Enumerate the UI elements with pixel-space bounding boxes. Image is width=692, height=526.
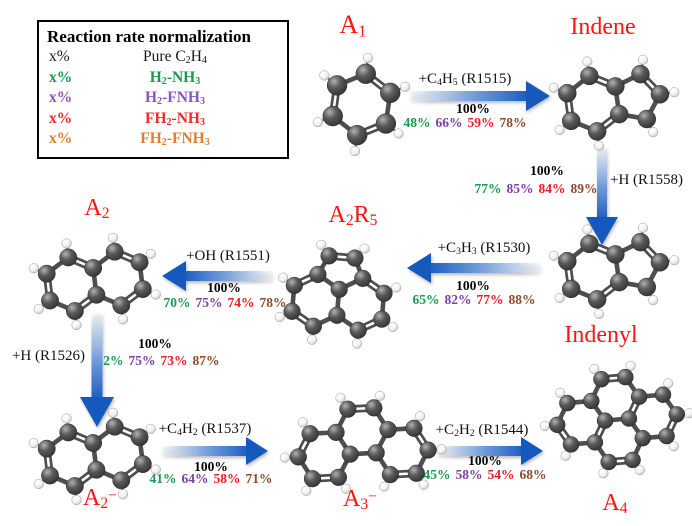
pct-value: 85% — [506, 181, 534, 196]
molecule-indene-indene — [548, 54, 680, 152]
pct-value: 58% — [213, 471, 241, 486]
legend-box: Reaction rate normalization x% Pure C2H4 x… — [37, 20, 289, 159]
pct-value: 48% — [403, 115, 431, 130]
species-label-a4: A4 — [602, 490, 628, 518]
legend-x-pct: x% — [49, 109, 73, 127]
species-label-a2r5: A2R5 — [328, 202, 378, 230]
molecule-indenyl-indenyl — [548, 222, 680, 320]
legend-x-pct: x% — [49, 48, 70, 66]
legend-row: x% FH2-FNH3 — [39, 129, 287, 150]
pct-value: 84% — [538, 181, 566, 196]
legend-x-pct: x% — [49, 130, 73, 148]
species-label-indene: Indene — [570, 14, 636, 40]
pct-value: 78% — [259, 295, 287, 310]
species-label-indenyl: Indenyl — [564, 322, 638, 348]
legend-mixture-name: Pure C2H4 — [143, 48, 207, 67]
legend-x-pct: x% — [49, 68, 73, 86]
reaction-base-r1526: 100% — [138, 336, 172, 351]
reaction-arrow-r1537 — [162, 437, 268, 465]
reaction-arrow-r1515 — [410, 81, 550, 111]
legend-mixture-name: H2-FNH3 — [144, 89, 205, 108]
reaction-pcts-r1515: 48% 66% 59% 78% — [404, 115, 527, 131]
reaction-pcts-r1544: 45% 58% 54% 68% — [424, 467, 547, 483]
pct-value: 77% — [474, 181, 502, 196]
molecule-pyrene-a4 — [539, 361, 692, 479]
reaction-label-r1558: +H (R1558) — [610, 172, 684, 188]
pct-value: 58% — [455, 467, 483, 482]
reaction-label-r1551: +OH (R1551) — [186, 248, 270, 264]
reaction-base-r1551: 100% — [207, 280, 241, 295]
species-label-a1: A1 — [339, 10, 367, 41]
pct-value: 66% — [435, 115, 463, 130]
reaction-arrow-r1558 — [586, 147, 618, 245]
reaction-pcts-r1526: 52% 75% 73% 87% — [97, 353, 220, 369]
pct-value: 82% — [444, 292, 472, 307]
molecule-benzene-a1 — [312, 52, 410, 156]
pct-value: 65% — [412, 292, 440, 307]
pct-value: 68% — [519, 467, 547, 482]
pct-value: 89% — [570, 181, 598, 196]
pct-value: 54% — [487, 467, 515, 482]
pct-value: 73% — [160, 353, 188, 368]
legend-row: x% H2-NH3 — [39, 68, 287, 89]
reaction-base-r1558: 100% — [530, 163, 564, 178]
reaction-arrow-r1544 — [437, 437, 543, 465]
reaction-base-r1515: 100% — [456, 101, 490, 116]
legend-row: x% FH2-NH3 — [39, 109, 287, 130]
species-label-a2-radical: A2− — [83, 485, 117, 513]
legend-mixture-name: FH2-FNH3 — [140, 130, 210, 149]
species-label-a2: A2 — [84, 195, 110, 223]
legend-row: x% Pure C2H4 — [39, 47, 287, 68]
reaction-arrow-r1530 — [407, 253, 540, 283]
pct-value: 71% — [245, 471, 273, 486]
molecule-phenanthrene-a3m — [279, 390, 447, 496]
molecule-naphthalene-a2m — [28, 407, 162, 505]
pct-value: 52% — [96, 353, 124, 368]
molecule-acenaphthylene-a2r5 — [274, 239, 402, 349]
pct-value: 75% — [195, 295, 223, 310]
reaction-label-r1515: +C4H5 (R1515) — [418, 71, 512, 88]
reaction-pcts-r1551: 70% 75% 74% 78% — [164, 295, 287, 311]
pct-value: 59% — [467, 115, 495, 130]
pct-value: 74% — [227, 295, 255, 310]
legend-title: Reaction rate normalization — [47, 27, 251, 46]
pct-value: 78% — [499, 115, 527, 130]
pct-value: 75% — [128, 353, 156, 368]
pct-value: 45% — [423, 467, 451, 482]
reaction-label-r1544: +C2H2 (R1544) — [435, 422, 529, 439]
reaction-base-r1544: 100% — [468, 453, 502, 468]
reaction-arrow-r1551 — [162, 261, 272, 291]
legend-row: x% H2-FNH3 — [39, 88, 287, 109]
pct-value: 41% — [149, 471, 177, 486]
legend-x-pct: x% — [49, 89, 73, 107]
reaction-pcts-r1537: 41% 64% 58% 71% — [150, 471, 273, 487]
pct-value: 64% — [181, 471, 209, 486]
reaction-label-r1526: +H (R1526) — [11, 348, 85, 364]
legend-mixture-name: H2-NH3 — [149, 68, 201, 87]
pct-value: 88% — [508, 292, 536, 307]
reaction-base-r1537: 100% — [194, 459, 228, 474]
reaction-pcts-r1558: 77% 85% 84% 89% — [475, 181, 598, 197]
legend-mixture-name: FH2-NH3 — [144, 109, 205, 128]
pct-value: 87% — [192, 353, 220, 368]
reaction-arrow-r1526 — [80, 313, 114, 427]
reaction-pcts-r1530: 65% 82% 77% 88% — [413, 292, 536, 308]
pct-value: 70% — [163, 295, 191, 310]
reaction-label-r1530: +C3H3 (R1530) — [437, 240, 531, 257]
molecule-naphthalene-a2 — [28, 232, 162, 330]
legend-rows: x% Pure C2H4 x% H2-NH3 x% H2-FNH3 x% FH2-NH3 x% F… — [39, 47, 287, 150]
reaction-label-r1537: +C4H2 (R1537) — [158, 421, 252, 438]
reaction-base-r1530: 100% — [456, 278, 490, 293]
pct-value: 77% — [476, 292, 504, 307]
